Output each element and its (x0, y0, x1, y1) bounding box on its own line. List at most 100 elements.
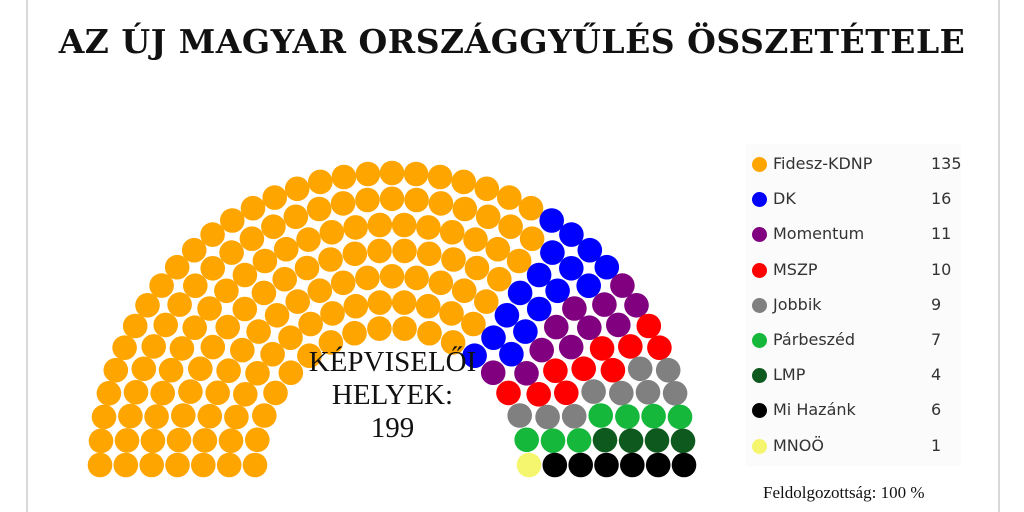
seat-mszp (543, 358, 568, 384)
seat-fidesz-kdnp (252, 248, 278, 274)
seat-jobbik (581, 379, 606, 404)
seat-fidesz-kdnp (220, 208, 245, 233)
seat-fidesz-kdnp (367, 238, 392, 264)
seat-dk (559, 255, 584, 281)
seat-dk (513, 319, 538, 344)
seat-fidesz-kdnp (245, 361, 270, 386)
seat-fidesz-kdnp (318, 330, 344, 355)
seat-fidesz-kdnp (139, 452, 164, 478)
seat-mi-haz-nk (568, 452, 593, 478)
legend-dot-icon (752, 297, 767, 313)
legend-dot-icon (752, 333, 767, 348)
seat-fidesz-kdnp (216, 358, 241, 384)
seat-momentum (562, 296, 587, 321)
seat-fidesz-kdnp (355, 187, 380, 213)
center-label-seat-count: 199 (370, 412, 415, 444)
legend-label: Fidesz-KDNP (773, 154, 873, 173)
seat-mszp (647, 335, 672, 361)
seat-momentum (544, 314, 569, 340)
seat-fidesz-kdnp (427, 164, 453, 190)
seat-fidesz-kdnp (439, 301, 464, 326)
center-label: KÉPVISELŐI HELYEK: 199 (280, 346, 505, 445)
seat-jobbik (627, 356, 653, 382)
seat-fidesz-kdnp (233, 382, 258, 407)
seat-fidesz-kdnp (330, 270, 356, 296)
seat-mszp (589, 336, 615, 361)
seat-dk (559, 222, 584, 247)
seat-fidesz-kdnp (392, 238, 417, 264)
seat-fidesz-kdnp (320, 301, 345, 326)
seat-fidesz-kdnp (367, 212, 393, 238)
seat-fidesz-kdnp (239, 226, 265, 251)
seat-fidesz-kdnp (140, 428, 166, 454)
seat-fidesz-kdnp (498, 214, 523, 239)
seat-fidesz-kdnp (415, 293, 441, 319)
seat-fidesz-kdnp (169, 336, 195, 361)
legend-value: 1 (931, 435, 942, 455)
seat-lmp (644, 428, 670, 453)
seat-fidesz-kdnp (122, 313, 148, 339)
seat-momentum (577, 315, 602, 341)
seat-fidesz-kdnp (87, 452, 113, 478)
seat-fidesz-kdnp (342, 241, 368, 267)
seat-fidesz-kdnp (439, 220, 465, 245)
seat-mi-haz-nk (594, 452, 619, 478)
seat-fidesz-kdnp (219, 240, 244, 265)
seat-fidesz-kdnp (242, 452, 268, 478)
legend-value: 9 (931, 294, 942, 314)
seat-fidesz-kdnp (278, 360, 304, 386)
legend-label: DK (773, 189, 796, 209)
seat-fidesz-kdnp (391, 212, 417, 238)
seat-fidesz-kdnp (416, 215, 441, 240)
seat-fidesz-kdnp (319, 220, 345, 245)
seat-fidesz-kdnp (272, 266, 298, 292)
legend-value: 16 (931, 189, 952, 209)
seat-p-rbesz-d (540, 428, 566, 454)
legend-label: Mi Hazánk (773, 400, 856, 420)
seat-fidesz-kdnp (96, 381, 122, 406)
seat-fidesz-kdnp (251, 280, 277, 306)
seat-fidesz-kdnp (404, 187, 429, 213)
seat-fidesz-kdnp (428, 270, 454, 296)
seat-lmp (670, 428, 696, 454)
legend-label: Párbeszéd (773, 330, 856, 349)
seat-fidesz-kdnp (343, 293, 369, 319)
seat-fidesz-kdnp (103, 357, 129, 383)
seat-fidesz-kdnp (506, 248, 532, 274)
seat-fidesz-kdnp (192, 428, 218, 453)
seat-fidesz-kdnp (428, 191, 454, 216)
legend-dot-icon (752, 262, 767, 278)
seat-p-rbesz-d (514, 427, 539, 453)
seat-jobbik (662, 381, 688, 406)
seat-fidesz-kdnp (519, 226, 545, 251)
legend-value: 6 (931, 400, 942, 420)
seat-fidesz-kdnp (144, 404, 169, 429)
seat-jobbik (655, 357, 681, 383)
legend-item: MNOÖ 1 (746, 432, 961, 462)
legend-dot-icon (752, 157, 767, 172)
seat-fidesz-kdnp (451, 169, 477, 195)
page-frame (26, 0, 1000, 512)
seat-jobbik (609, 380, 634, 406)
seat-mszp (496, 380, 521, 406)
seat-fidesz-kdnp (355, 161, 381, 187)
seat-p-rbesz-d (641, 403, 666, 429)
seat-fidesz-kdnp (224, 404, 249, 430)
seat-momentum (606, 312, 631, 338)
seat-dk (526, 262, 552, 288)
legend-dot-icon (752, 227, 767, 243)
seat-fidesz-kdnp (118, 403, 143, 429)
seat-fidesz-kdnp (200, 222, 225, 247)
seat-momentum (624, 293, 649, 318)
seat-fidesz-kdnp (294, 255, 320, 281)
seat-fidesz-kdnp (218, 428, 244, 454)
seat-fidesz-kdnp (246, 319, 271, 344)
seat-fidesz-kdnp (244, 427, 270, 453)
seat-fidesz-kdnp (251, 403, 277, 428)
seat-fidesz-kdnp (392, 316, 417, 341)
legend-label: LMP (773, 365, 806, 385)
seat-dk (481, 325, 506, 351)
legend-dot-icon (752, 438, 767, 454)
seat-mno- (516, 452, 542, 478)
legend-value: 135 (931, 154, 962, 173)
